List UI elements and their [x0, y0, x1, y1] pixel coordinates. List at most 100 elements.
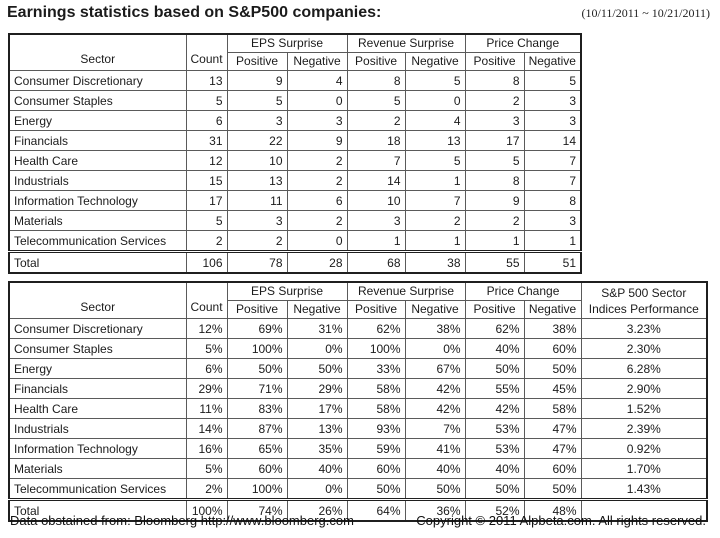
- page-title: Earnings statistics based on S&P500 comp…: [7, 4, 382, 21]
- value-cell: 14: [346, 170, 406, 191]
- sector-cell: Materials: [8, 458, 187, 479]
- value-cell: 1: [404, 230, 466, 252]
- table-row: Industrials 15 13 2 14 1 8 7: [8, 170, 582, 191]
- value-cell: 26%: [286, 498, 348, 522]
- sp500-performance-header-line1: S&P 500 Sector: [601, 286, 687, 300]
- counts-table: Sector Count EPS Surprise Revenue Surpri…: [8, 33, 583, 274]
- value-cell: 12%: [185, 318, 228, 339]
- value-cell: 51: [523, 250, 582, 274]
- sector-cell: Information Technology: [8, 190, 187, 211]
- sector-cell: Materials: [8, 210, 187, 231]
- revenue-positive-header: Positive: [346, 300, 406, 319]
- value-cell: 1.52%: [580, 398, 708, 419]
- value-cell: 50%: [286, 358, 348, 379]
- value-cell: 60%: [523, 338, 582, 359]
- copyright-text: Copyright © 2011 Alpbeta.com. All rights…: [416, 513, 706, 528]
- value-cell: 16%: [185, 438, 228, 459]
- value-cell: 17%: [286, 398, 348, 419]
- value-cell: 100%: [226, 478, 288, 500]
- total-row: Total 100% 74% 26% 64% 36% 52% 48%: [8, 498, 708, 522]
- value-cell: 17: [185, 190, 228, 211]
- table-row: Information Technology 16% 65% 35% 59% 41% 53%…: [8, 438, 708, 459]
- value-cell: 2: [185, 230, 228, 252]
- value-cell: 100%: [226, 338, 288, 359]
- value-cell: 5: [185, 90, 228, 111]
- sector-cell: Consumer Staples: [8, 338, 187, 359]
- data-source-text: Data obstained from: Bloomberg http://ww…: [10, 513, 354, 528]
- value-cell: 4: [286, 70, 348, 91]
- value-cell: 87%: [226, 418, 288, 439]
- value-cell: 50%: [346, 478, 406, 500]
- value-cell: 11: [226, 190, 288, 211]
- value-cell: 55%: [464, 378, 525, 399]
- value-cell: 5: [404, 70, 466, 91]
- value-cell: 1: [464, 230, 525, 252]
- value-cell: 13: [226, 170, 288, 191]
- sector-cell: Total: [8, 498, 187, 522]
- value-cell: 5%: [185, 458, 228, 479]
- table-row: Consumer Discretionary 13 9 4 8 5 8 5: [8, 70, 582, 91]
- value-cell: 0: [286, 230, 348, 252]
- footer: Data obstained from: Bloomberg http://ww…: [10, 513, 706, 528]
- value-cell: 3: [226, 110, 288, 131]
- value-cell: 15: [185, 170, 228, 191]
- value-cell: 47%: [523, 418, 582, 439]
- value-cell: 74%: [226, 498, 288, 522]
- total-row: Total 106 78 28 68 38 55 51: [8, 250, 582, 274]
- value-cell: 93%: [346, 418, 406, 439]
- sector-cell: Health Care: [8, 398, 187, 419]
- value-cell: 2.90%: [580, 378, 708, 399]
- value-cell: 13: [404, 130, 466, 151]
- price-positive-header: Positive: [464, 52, 525, 71]
- value-cell: 60%: [346, 458, 406, 479]
- value-cell: 12: [185, 150, 228, 171]
- table-row: Consumer Staples 5 5 0 5 0 2 3: [8, 90, 582, 111]
- value-cell: 10: [346, 190, 406, 211]
- value-cell: 3: [523, 110, 582, 131]
- value-cell: 7: [523, 150, 582, 171]
- value-cell: 8: [464, 70, 525, 91]
- sector-cell: Financials: [8, 378, 187, 399]
- value-cell: 59%: [346, 438, 406, 459]
- value-cell: 7: [523, 170, 582, 191]
- count-column-header: Count: [185, 281, 228, 319]
- value-cell: 100%: [346, 338, 406, 359]
- value-cell: [580, 498, 708, 522]
- value-cell: 62%: [346, 318, 406, 339]
- value-cell: 31: [185, 130, 228, 151]
- price-positive-header: Positive: [464, 300, 525, 319]
- value-cell: 83%: [226, 398, 288, 419]
- value-cell: 58%: [346, 378, 406, 399]
- value-cell: 50%: [226, 358, 288, 379]
- value-cell: 50%: [523, 478, 582, 500]
- value-cell: 58%: [346, 398, 406, 419]
- value-cell: 22: [226, 130, 288, 151]
- table-row: Energy 6% 50% 50% 33% 67% 50% 50% 6.28%: [8, 358, 708, 379]
- table-row: Health Care 11% 83% 17% 58% 42% 42% 58% 1.52%: [8, 398, 708, 419]
- percentages-table: Sector Count EPS Surprise Revenue Surpri…: [8, 281, 709, 522]
- sector-cell: Industrials: [8, 418, 187, 439]
- value-cell: 4: [404, 110, 466, 131]
- value-cell: 36%: [404, 498, 466, 522]
- value-cell: 2: [464, 210, 525, 231]
- value-cell: 52%: [464, 498, 525, 522]
- value-cell: 50%: [464, 358, 525, 379]
- value-cell: 5: [404, 150, 466, 171]
- title-bar: Earnings statistics based on S&P500 comp…: [7, 4, 710, 22]
- value-cell: 14%: [185, 418, 228, 439]
- value-cell: 31%: [286, 318, 348, 339]
- sector-cell: Telecommunication Services: [8, 230, 187, 252]
- eps-positive-header: Positive: [226, 300, 288, 319]
- eps-positive-header: Positive: [226, 52, 288, 71]
- value-cell: 2.30%: [580, 338, 708, 359]
- value-cell: 1: [523, 230, 582, 252]
- value-cell: 0.92%: [580, 438, 708, 459]
- value-cell: 6.28%: [580, 358, 708, 379]
- date-range: (10/11/2011 ~ 10/21/2011): [581, 6, 710, 20]
- value-cell: 5: [346, 90, 406, 111]
- value-cell: 6: [185, 110, 228, 131]
- table-row: Financials 31 22 9 18 13 17 14: [8, 130, 582, 151]
- value-cell: 1.43%: [580, 478, 708, 500]
- sector-cell: Financials: [8, 130, 187, 151]
